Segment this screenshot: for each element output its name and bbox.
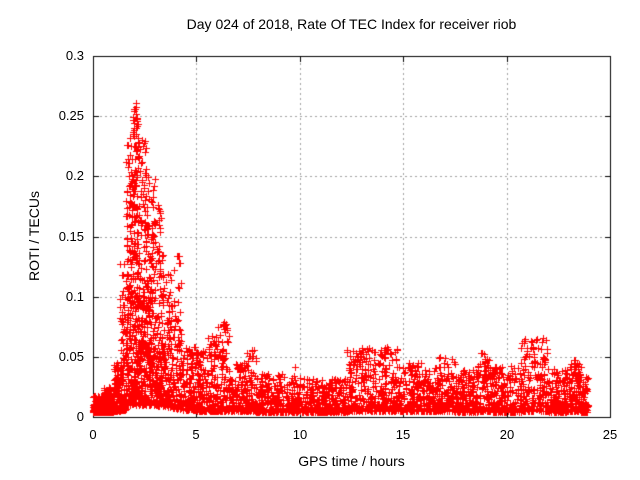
y-tick-label: 0.15 (58, 229, 84, 244)
y-tick-label: 0.2 (65, 168, 84, 183)
y-tick-label: 0.3 (65, 48, 84, 63)
y-tick-label: 0 (76, 409, 84, 424)
x-axis-label: GPS time / hours (298, 453, 405, 469)
x-tick-label: 0 (89, 427, 97, 442)
y-axis-label: ROTI / TECUs (26, 191, 42, 281)
chart-title: Day 024 of 2018, Rate Of TEC Index for r… (186, 16, 517, 32)
x-tick-label: 20 (499, 427, 515, 442)
y-tick-label: 0.1 (65, 289, 84, 304)
x-tick-label: 10 (292, 427, 308, 442)
y-tick-label: 0.25 (58, 108, 84, 123)
x-tick-label: 15 (395, 427, 411, 442)
x-tick-label: 25 (602, 427, 618, 442)
x-tick-label: 5 (192, 427, 200, 442)
y-tick-label: 0.05 (58, 349, 84, 364)
